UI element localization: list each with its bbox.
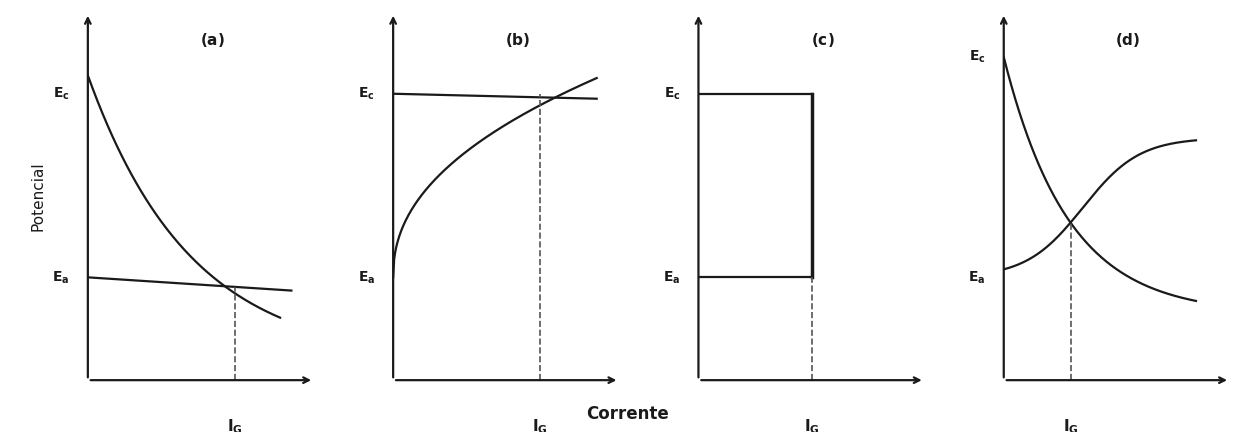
- Text: $\mathbf{E_a}$: $\mathbf{E_a}$: [53, 269, 70, 286]
- Text: $\mathbf{E_a}$: $\mathbf{E_a}$: [663, 269, 680, 286]
- Text: $\mathbf{E_a}$: $\mathbf{E_a}$: [358, 269, 375, 286]
- Text: $\mathbf{E_c}$: $\mathbf{E_c}$: [53, 86, 70, 102]
- Text: $\mathbf{(d)}$: $\mathbf{(d)}$: [1116, 32, 1141, 49]
- Text: $\mathbf{E_c}$: $\mathbf{E_c}$: [664, 86, 680, 102]
- Text: $\mathbf{I_G}$: $\mathbf{I_G}$: [803, 417, 820, 432]
- Text: $\mathbf{(b)}$: $\mathbf{(b)}$: [505, 32, 531, 49]
- Text: $\mathbf{E_c}$: $\mathbf{E_c}$: [359, 86, 375, 102]
- Text: Corrente: Corrente: [586, 405, 669, 423]
- Text: $\mathbf{(a)}$: $\mathbf{(a)}$: [200, 32, 225, 49]
- Text: $\mathbf{E_a}$: $\mathbf{E_a}$: [969, 269, 985, 286]
- Text: Potencial: Potencial: [30, 162, 45, 232]
- Text: $\mathbf{E_c}$: $\mathbf{E_c}$: [969, 49, 985, 65]
- Text: $\mathbf{I_G}$: $\mathbf{I_G}$: [1063, 417, 1078, 432]
- Text: $\mathbf{I_G}$: $\mathbf{I_G}$: [532, 417, 548, 432]
- Text: $\mathbf{(c)}$: $\mathbf{(c)}$: [811, 32, 835, 49]
- Text: $\mathbf{I_G}$: $\mathbf{I_G}$: [227, 417, 242, 432]
